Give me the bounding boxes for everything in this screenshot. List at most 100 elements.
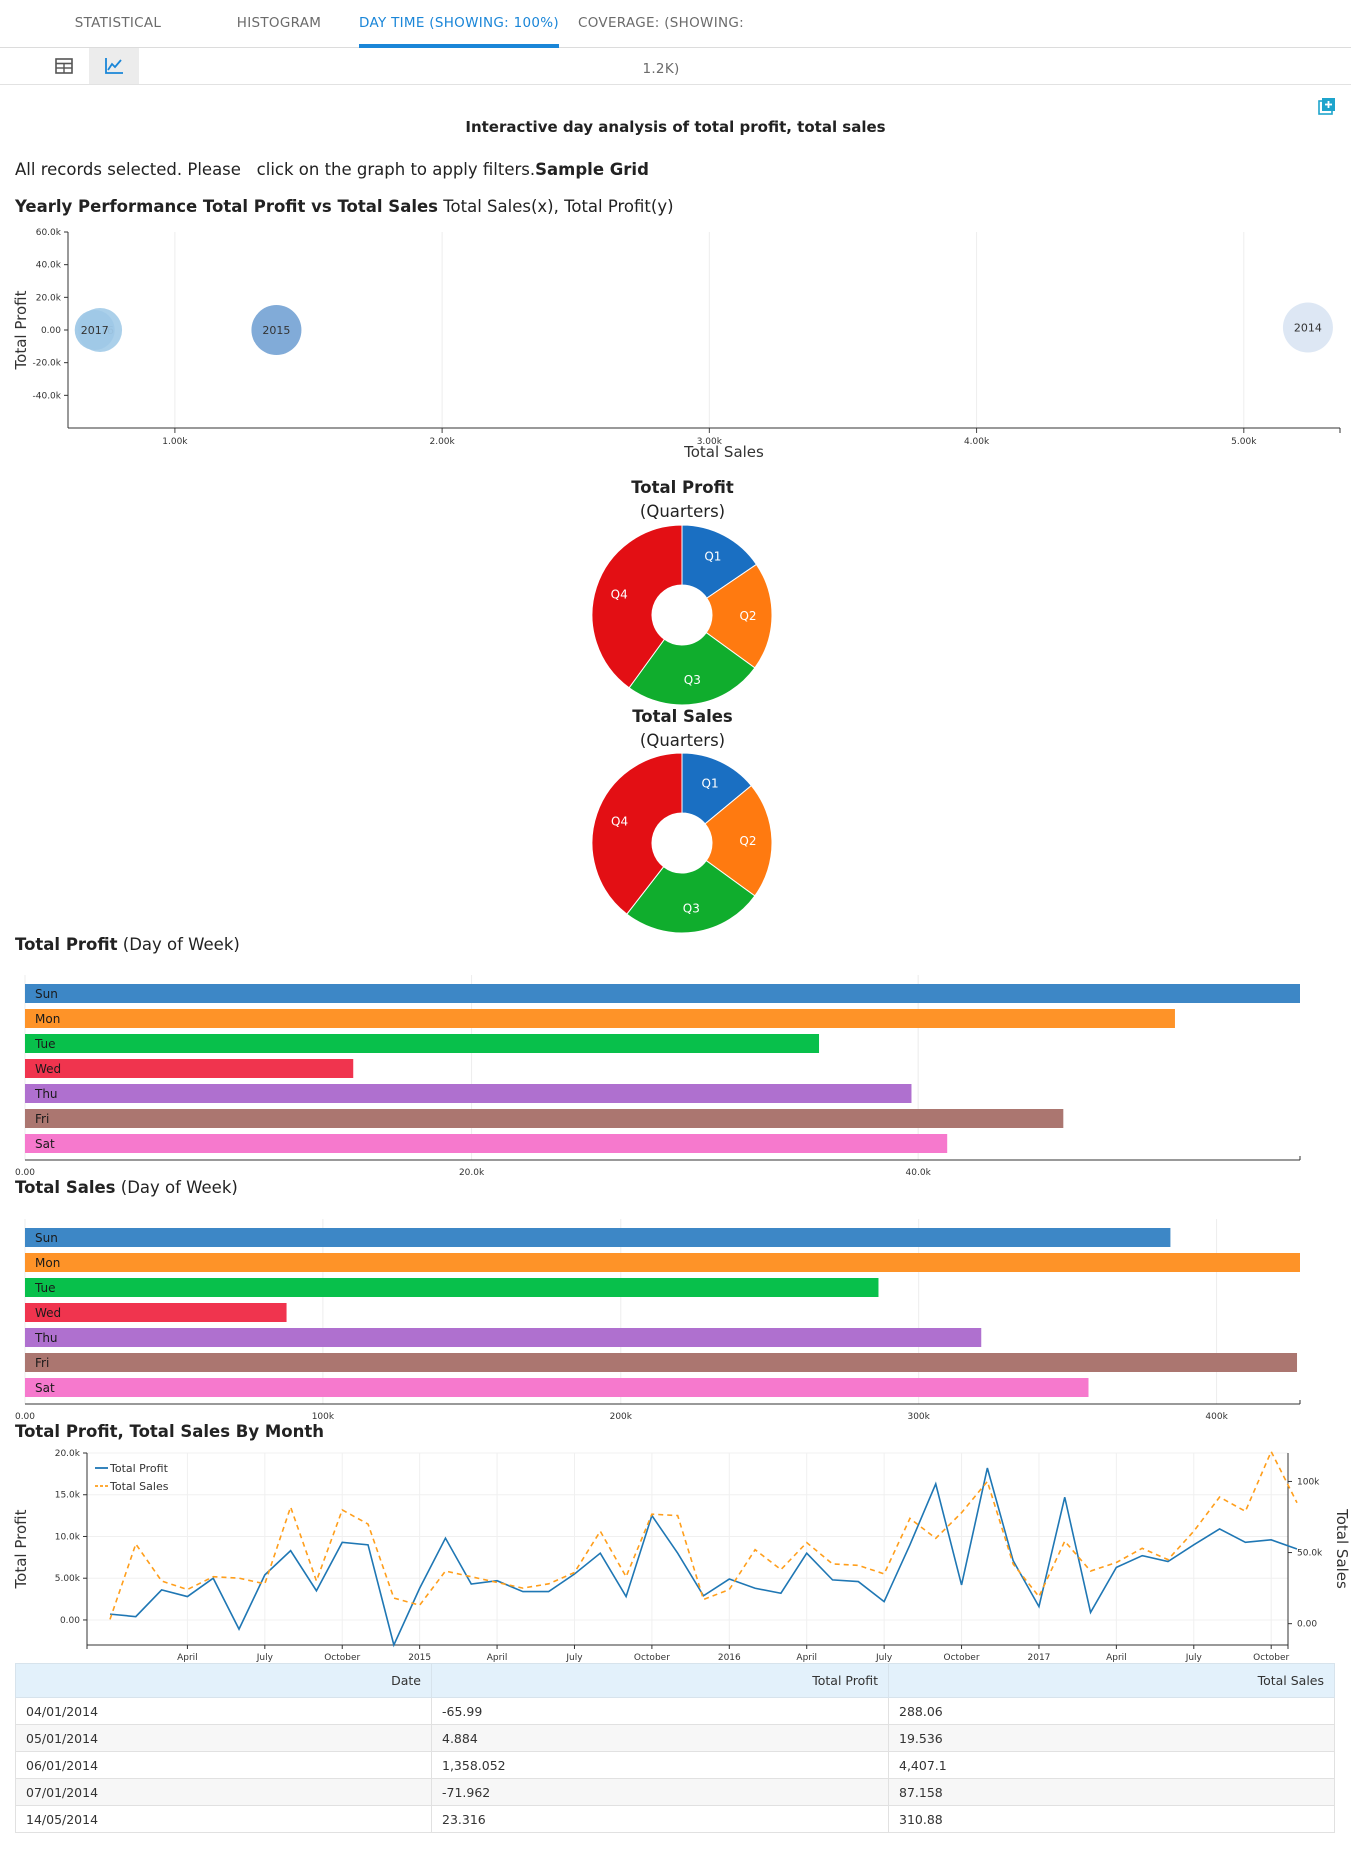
x-tick-label: October xyxy=(634,1653,670,1663)
tab-bar: STATISTICAL HISTOGRAM DAY TIME (SHOWING:… xyxy=(0,0,1351,77)
cell-date: 07/01/2014 xyxy=(15,1778,432,1806)
tab-statistical[interactable]: STATISTICAL xyxy=(74,15,162,31)
pie2-subtitle: (Quarters) xyxy=(639,731,726,750)
bar-mon xyxy=(25,1009,1175,1028)
slice-label-q4: Q4 xyxy=(611,588,628,602)
bar-fri xyxy=(25,1109,1064,1128)
slice-q1 xyxy=(681,524,758,599)
x-tick-label: April xyxy=(487,1653,508,1663)
chart-view-button[interactable] xyxy=(89,48,139,84)
table-row[interactable]: 14/05/2014 23.316 310.88 xyxy=(15,1805,1335,1833)
bar-label-sat: Sat xyxy=(35,1381,55,1395)
add-panel-icon[interactable] xyxy=(1317,96,1337,116)
bar-label-fri: Fri xyxy=(35,1356,49,1370)
table-row[interactable]: 06/01/2014 1,358.052 4,407.1 xyxy=(15,1751,1335,1779)
slice-label-q1: Q1 xyxy=(702,776,719,790)
slice-q1 xyxy=(681,752,753,825)
column-header-total-profit[interactable]: Total Profit xyxy=(431,1663,889,1698)
grid-header-row: Date Total Profit Total Sales xyxy=(15,1663,1335,1698)
tab-day-time[interactable]: DAY TIME (SHOWING: 100%) xyxy=(359,0,559,48)
x-tick-label: October xyxy=(1253,1653,1289,1663)
slice-q2 xyxy=(704,784,773,897)
slice-q4 xyxy=(591,524,683,689)
y-tick-label: 0.00 xyxy=(41,326,61,336)
slice-label-q3: Q3 xyxy=(684,673,701,687)
profit-quarter-donut[interactable]: Q1 Q2 Q3 Q4 xyxy=(582,520,782,710)
pie1-title: Total Profit xyxy=(631,478,734,497)
x-tick-label: 2016 xyxy=(718,1653,741,1663)
bar-label-wed: Wed xyxy=(35,1062,61,1076)
slice-q3 xyxy=(628,631,756,706)
y-tick-label: 10.0k xyxy=(55,1532,81,1542)
cell-profit: 23.316 xyxy=(431,1805,889,1833)
y-tick-label: 40.0k xyxy=(36,261,62,271)
x-tick-label: October xyxy=(324,1653,360,1663)
sales-quarter-donut[interactable]: Q1 Q2 Q3 Q4 xyxy=(582,748,782,938)
tab-coverage[interactable]: COVERAGE: (SHOWING: 1.2K) xyxy=(578,15,744,77)
x-tick-label: 4.00k xyxy=(964,437,990,447)
table-view-button[interactable] xyxy=(39,48,89,84)
view-toolbar xyxy=(0,48,1351,85)
sales-dow-title: Total Sales (Day of Week) xyxy=(15,1178,238,1197)
yearly-bubble-chart[interactable]: 1.00k 2.00k 3.00k 4.00k 5.00k 60.0k 40.0k 20.0k… xyxy=(0,220,1351,470)
bar-label-fri: Fri xyxy=(35,1112,49,1126)
legend-label-0: Total Profit xyxy=(109,1462,169,1475)
profit-dow-bar-chart[interactable]: 0.00 20.0k 40.0k Sun Mon Tue Wed Thu Fri Sat xyxy=(0,975,1351,1175)
tab-histogram[interactable]: HISTOGRAM xyxy=(236,15,322,31)
pie1-subtitle: (Quarters) xyxy=(639,502,726,521)
table-row[interactable]: 04/01/2014 -65.99 288.06 xyxy=(15,1697,1335,1725)
y-axis-label: Total Profit xyxy=(12,290,30,370)
x-tick-label: July xyxy=(875,1653,893,1663)
x-tick-label: April xyxy=(177,1653,198,1663)
y2-axis-label: Total Sales xyxy=(1333,1508,1351,1589)
y-tick-label: 0.00 xyxy=(60,1616,80,1626)
y-tick-label: 5.00k xyxy=(55,1574,81,1584)
x-tick-label: April xyxy=(796,1653,817,1663)
cell-date: 04/01/2014 xyxy=(15,1697,432,1725)
cell-sales: 288.06 xyxy=(888,1697,1335,1725)
column-header-total-sales[interactable]: Total Sales xyxy=(888,1663,1335,1698)
yearly-title-bold: Yearly Performance Total Profit vs Total… xyxy=(15,197,438,216)
y-tick-label: 60.0k xyxy=(36,228,62,238)
slice-label-q4: Q4 xyxy=(611,815,628,829)
filter-note: All records selected. Please click on th… xyxy=(15,160,649,179)
cell-profit: -71.962 xyxy=(431,1778,889,1806)
bar-sun xyxy=(25,984,1300,1003)
line-chart-icon xyxy=(105,58,123,74)
bar-label-tue: Tue xyxy=(34,1037,56,1051)
bar-wed xyxy=(25,1303,287,1322)
y-tick-label: 15.0k xyxy=(55,1491,81,1501)
page-title: Interactive day analysis of total profit… xyxy=(465,118,886,136)
x-tick-label: 400k xyxy=(1205,1412,1228,1419)
bubble-label-2014: 2014 xyxy=(1294,322,1322,335)
monthly-line-chart[interactable]: April July October 2015 April July October 2016… xyxy=(0,1445,1351,1665)
x-tick-label: 20.0k xyxy=(459,1168,485,1175)
bar-sat xyxy=(25,1378,1089,1397)
cell-profit: -65.99 xyxy=(431,1697,889,1725)
sample-grid-link[interactable]: Sample Grid xyxy=(535,160,649,179)
y-tick-label: -40.0k xyxy=(33,391,62,401)
bubble-label-2017: 2017 xyxy=(81,324,109,337)
bar-label-thu: Thu xyxy=(34,1331,58,1345)
slice-label-q1: Q1 xyxy=(704,550,721,564)
bar-wed xyxy=(25,1059,354,1078)
slice-q4 xyxy=(591,752,683,915)
bar-thu xyxy=(25,1328,982,1347)
table-row[interactable]: 07/01/2014 -71.962 87.158 xyxy=(15,1778,1335,1806)
x-tick-label: 2.00k xyxy=(429,437,455,447)
x-tick-label: 2015 xyxy=(408,1653,431,1663)
table-row[interactable]: 05/01/2014 4.884 19.536 xyxy=(15,1724,1335,1752)
bar-sat xyxy=(25,1134,948,1153)
column-header-date[interactable]: Date xyxy=(15,1663,432,1698)
cell-sales: 310.88 xyxy=(888,1805,1335,1833)
bar-label-sat: Sat xyxy=(35,1137,55,1151)
bubble-2014 xyxy=(1282,302,1333,353)
bar-label-mon: Mon xyxy=(35,1256,60,1270)
sales-dow-bar-chart[interactable]: 0.00 100k 200k 300k 400k Sun Mon Tue Wed Thu Fri Sa… xyxy=(0,1219,1351,1419)
bar-label-tue: Tue xyxy=(34,1281,56,1295)
cell-sales: 4,407.1 xyxy=(888,1751,1335,1779)
cell-sales: 19.536 xyxy=(888,1724,1335,1752)
series-line-0 xyxy=(109,1467,1298,1648)
slice-q3 xyxy=(626,859,756,934)
x-tick-label: 2017 xyxy=(1028,1653,1051,1663)
